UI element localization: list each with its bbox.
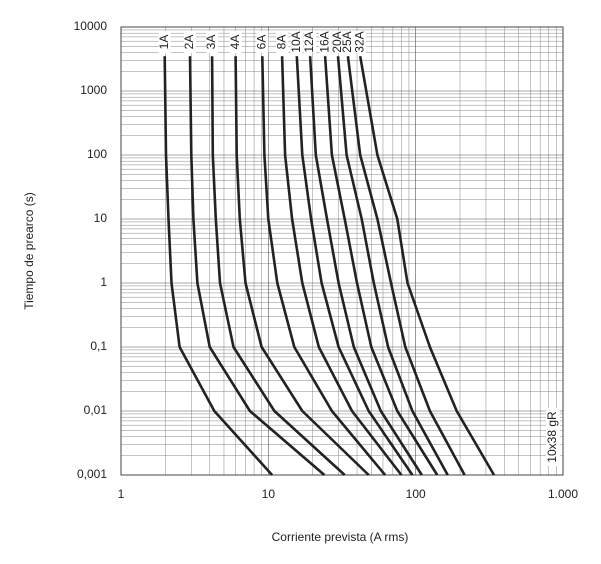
fuse-curve [280,56,403,476]
fuse-curve [234,56,370,476]
series-label: 12A [302,31,316,52]
series-label: 25A [340,31,354,52]
series-label: 10A [289,31,303,52]
x-tick-label: 10 [262,487,276,501]
x-tick-label: 1.000 [548,487,578,501]
fuse-curve [163,56,274,476]
y-tick-label: 1 [100,275,107,289]
y-tick-label: 100 [87,147,107,161]
label-bg [341,31,354,53]
series-label: 3A [204,35,218,50]
annotation: 10x38 gR [545,411,559,463]
fuse-curve [210,56,346,476]
label-bg [158,31,171,53]
fuse-curve [308,56,423,476]
series-label: 20A [330,31,344,52]
label-bg [319,31,332,53]
label-bg [256,31,269,53]
label-bg [331,31,344,53]
series-label: 6A [254,35,268,50]
y-axis-label: Tiempo de prearco (s) [22,192,36,310]
y-tick-label: 1000 [80,83,107,97]
fuse-curve [188,56,326,476]
label-bg [354,31,367,53]
fuse-curve [358,55,496,476]
series-label: 8A [274,35,288,50]
y-tick-label: 0,01 [84,403,108,417]
series-label: 16A [317,31,331,52]
series-label: 4A [228,35,242,50]
fuse-curve [261,56,387,476]
fuse-curve [336,56,449,476]
fuse-curve [323,56,439,476]
series-label: 1A [157,35,171,50]
series-label: 2A [182,35,196,50]
label-bg [206,31,219,53]
annotation-bg [546,408,560,466]
label-bg [229,31,242,53]
x-axis-label: Corriente prevista (A rms) [272,530,409,544]
fuse-curve [346,56,466,476]
y-tick-label: 0,001 [77,467,107,481]
x-tick-label: 1 [118,487,125,501]
label-bg [304,31,317,53]
x-tick-label: 100 [406,487,426,501]
label-bg [276,31,289,53]
series-label: 32A [352,31,366,52]
label-bg [184,31,197,53]
fuse-curve [295,56,414,476]
y-tick-label: 10000 [74,19,108,33]
plot-frame [120,26,564,476]
y-tick-label: 0,1 [90,339,107,353]
label-bg [290,31,303,53]
y-tick-label: 10 [94,211,108,225]
